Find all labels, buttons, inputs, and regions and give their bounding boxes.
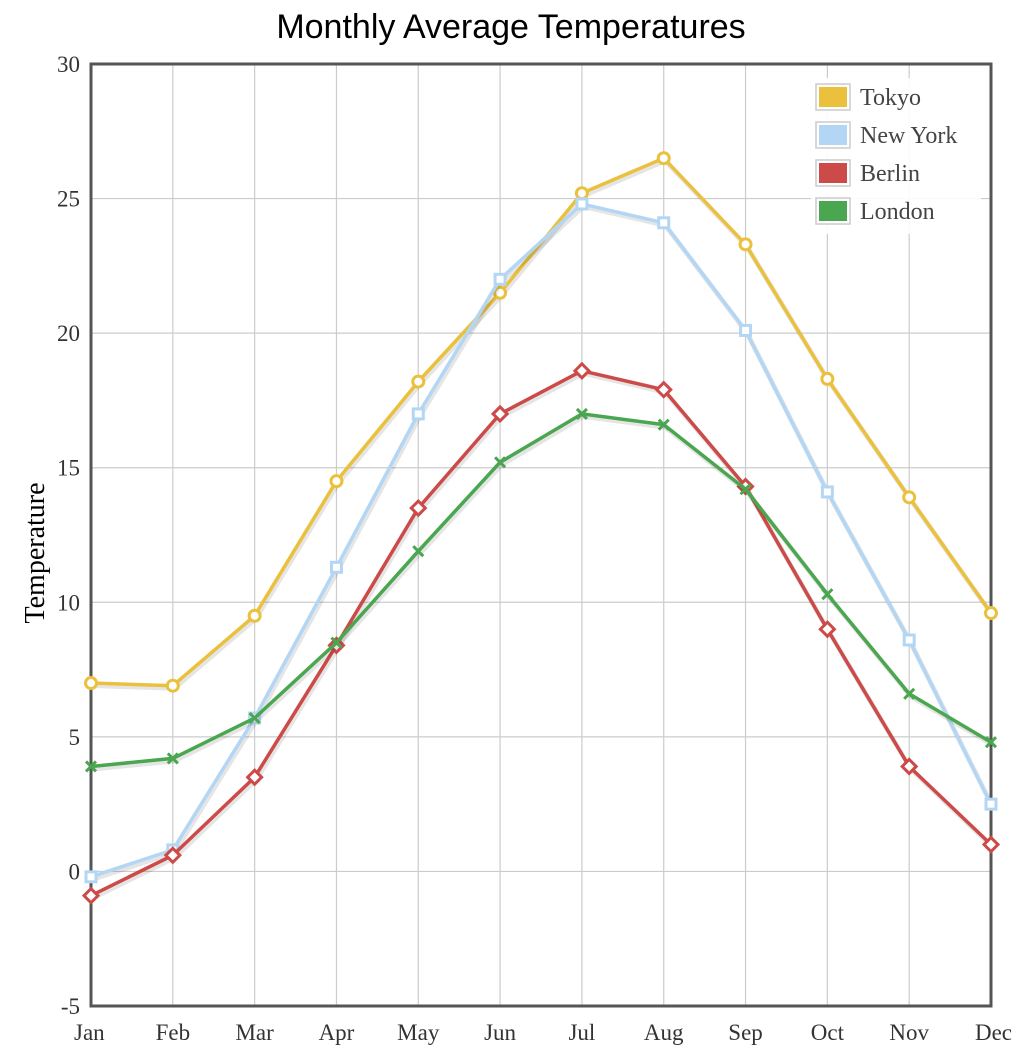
data-point (163, 846, 182, 865)
data-point (81, 886, 101, 905)
data-point (165, 678, 180, 693)
data-point (493, 272, 507, 286)
legend-label: New York (860, 123, 957, 149)
data-point (84, 676, 98, 691)
data-point (494, 456, 507, 469)
series-line-shadow (92, 413, 994, 772)
plot-frame (89, 62, 993, 1008)
data-point (493, 285, 508, 300)
data-point (84, 760, 98, 773)
data-point (984, 797, 998, 811)
x-tick-label: Feb (156, 1020, 191, 1045)
data-point (327, 636, 346, 655)
x-tick-label: Sep (728, 1020, 763, 1045)
data-point (900, 757, 919, 776)
data-point (245, 768, 264, 787)
data-point (902, 633, 916, 647)
y-tick-label: 0 (69, 859, 81, 884)
data-point (981, 835, 1001, 854)
series-line (90, 156, 993, 688)
x-tick-label: Oct (811, 1020, 845, 1045)
data-point (574, 186, 589, 201)
legend-swatch (819, 87, 847, 107)
data-point (412, 545, 425, 558)
data-point (739, 483, 752, 496)
y-tick-label: 20 (57, 321, 80, 346)
legend-label: Tokyo (860, 85, 921, 111)
y-tick-label: 10 (57, 590, 80, 615)
x-tick-label: Dec (975, 1020, 1012, 1045)
y-axis-label: Temperature (20, 482, 51, 623)
data-point (411, 407, 425, 421)
series-line-shadow (91, 370, 995, 901)
data-point (821, 588, 834, 601)
data-point (166, 752, 179, 765)
series-new-york (84, 197, 998, 884)
x-tick-label: Aug (644, 1020, 684, 1045)
x-tick-label: Jan (74, 1020, 105, 1045)
y-tick-label: 30 (57, 52, 80, 77)
legend-label: Berlin (860, 161, 920, 187)
legend-swatch (819, 201, 847, 221)
data-point (818, 620, 837, 639)
series-line (90, 202, 993, 879)
series-berlin (81, 361, 1001, 905)
x-tick-label: Apr (319, 1020, 355, 1045)
data-point (247, 608, 262, 623)
data-point (329, 560, 343, 574)
data-point (739, 323, 753, 337)
tick-labels: -5 0 5 10 15 20 25 30 Jan Feb Mar Apr May Jun Jul Aug Se… (57, 52, 1012, 1045)
x-tick-label: Jul (568, 1020, 595, 1045)
y-tick-label: 5 (69, 725, 81, 750)
data-point (656, 151, 671, 166)
series-line (90, 412, 992, 769)
data-point (820, 485, 834, 499)
data-point (984, 606, 998, 621)
data-point (654, 380, 673, 399)
legend-swatch (819, 125, 847, 145)
x-tick-label: Nov (889, 1020, 929, 1045)
data-point (902, 490, 917, 505)
y-tick-label: 25 (57, 187, 80, 212)
series-line (90, 369, 993, 898)
legend: Tokyo New York Berlin London (811, 78, 981, 234)
data-point (330, 636, 343, 649)
data-point (411, 374, 426, 389)
data-point (657, 216, 671, 230)
x-tick-label: May (397, 1020, 440, 1045)
data-point (820, 371, 835, 386)
chart-title: Monthly Average Temperatures (276, 8, 746, 46)
series-london (84, 407, 998, 773)
data-point (409, 498, 428, 518)
data-point (329, 474, 344, 489)
data-point (657, 418, 670, 431)
data-point (738, 237, 753, 252)
legend-label: London (860, 199, 935, 225)
y-tick-label: 15 (57, 456, 80, 481)
data-point (248, 711, 261, 725)
data-point (984, 736, 998, 749)
x-tick-label: Jun (484, 1020, 516, 1045)
data-point (572, 361, 592, 380)
data-point (490, 404, 510, 424)
data-point (575, 407, 588, 420)
y-tick-label: -5 (61, 994, 80, 1019)
legend-swatch (819, 163, 847, 183)
data-point (903, 687, 916, 700)
x-tick-label: Mar (235, 1020, 274, 1045)
data-point (575, 197, 589, 211)
series-layer (81, 151, 1001, 905)
data-point (84, 870, 98, 884)
